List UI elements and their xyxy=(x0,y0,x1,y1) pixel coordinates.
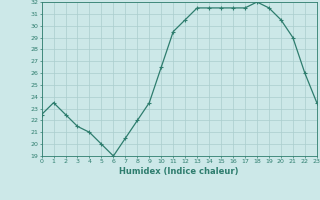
X-axis label: Humidex (Indice chaleur): Humidex (Indice chaleur) xyxy=(119,167,239,176)
